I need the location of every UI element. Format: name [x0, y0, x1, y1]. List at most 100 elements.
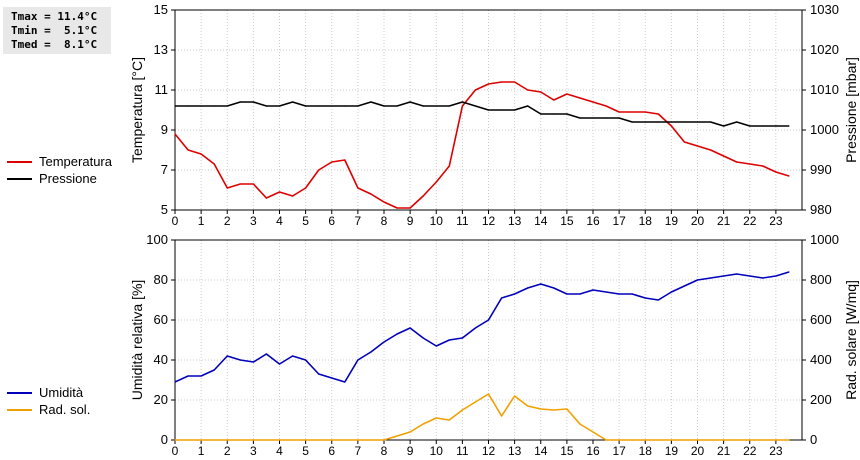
bottom-point-umidit-34 [618, 293, 620, 295]
bottom-point-umidit-13 [344, 381, 346, 383]
top-series-temperatura [174, 81, 790, 209]
bottom-point-rad-sol-36 [644, 439, 646, 441]
top-point-pressione-0 [174, 105, 176, 107]
bottom-point-umidit-22 [461, 337, 463, 339]
bottom-xtick-label-9: 9 [407, 444, 414, 458]
top-xtick-label-18: 18 [639, 214, 653, 228]
top-point-pressione-20 [435, 105, 437, 107]
bottom-point-umidit-44 [749, 275, 751, 277]
bottom-point-umidit-12 [331, 377, 333, 379]
top-point-pressione-45 [762, 125, 764, 127]
bottom-y2tick-label-400: 400 [810, 352, 832, 367]
top-point-temperatura-4 [226, 187, 228, 189]
bottom-point-rad-sol-1 [187, 439, 189, 441]
top-ytick-label-9: 9 [161, 122, 168, 137]
top-point-pressione-22 [461, 101, 463, 103]
top-point-temperatura-15 [370, 193, 372, 195]
bottom-point-rad-sol-11 [318, 439, 320, 441]
bottom-point-umidit-0 [174, 381, 176, 383]
top-point-temperatura-46 [775, 171, 777, 173]
top-point-temperatura-11 [318, 169, 320, 171]
top-xtick-label-22: 22 [743, 214, 757, 228]
bottom-ytick-label-100: 100 [146, 232, 168, 247]
legend-swatch-temperatura [7, 161, 32, 163]
top-point-pressione-34 [618, 117, 620, 119]
bottom-point-rad-sol-9 [291, 439, 294, 441]
top-point-temperatura-47 [788, 175, 790, 177]
top-point-temperatura-35 [631, 111, 633, 113]
top-point-temperatura-41 [709, 149, 712, 151]
top-point-pressione-14 [357, 105, 359, 107]
bottom-point-rad-sol-21 [448, 419, 450, 421]
bottom-point-umidit-45 [762, 277, 764, 279]
bottom-y2tick-label-200: 200 [810, 392, 832, 407]
top-point-temperatura-6 [252, 183, 254, 185]
bottom-point-umidit-24 [487, 319, 490, 321]
top-point-pressione-40 [696, 121, 699, 123]
bottom-point-umidit-38 [670, 291, 672, 293]
bottom-point-rad-sol-42 [723, 439, 725, 441]
top-point-temperatura-31 [579, 97, 581, 99]
top-point-temperatura-29 [553, 99, 555, 101]
top-point-pressione-7 [265, 105, 268, 107]
bottom-point-rad-sol-25 [500, 415, 503, 417]
top-point-temperatura-21 [448, 165, 450, 167]
bottom-point-rad-sol-30 [566, 408, 568, 410]
top-point-pressione-25 [500, 109, 503, 111]
bottom-point-umidit-27 [527, 287, 529, 289]
top-xtick-label-21: 21 [717, 214, 731, 228]
bottom-point-rad-sol-7 [265, 439, 268, 441]
top-point-temperatura-16 [383, 201, 385, 203]
top-point-pressione-10 [305, 105, 307, 107]
bottom-point-umidit-18 [409, 327, 411, 329]
legend-swatch-rad-sol [7, 409, 32, 411]
top-point-pressione-26 [514, 109, 516, 111]
top-point-pressione-8 [278, 105, 281, 107]
top-point-temperatura-24 [487, 83, 490, 85]
top-y2label: Pressione [mbar] [843, 57, 859, 163]
bottom-point-rad-sol-0 [174, 439, 176, 441]
top-ytick-label-5: 5 [161, 202, 168, 217]
bottom-xtick-label-15: 15 [560, 444, 574, 458]
top-y2tick-label-990: 990 [810, 162, 832, 177]
bottom-xtick-label-18: 18 [639, 444, 653, 458]
bottom-ytick-label-80: 80 [154, 272, 168, 287]
bottom-xtick-label-6: 6 [328, 444, 335, 458]
bottom-point-rad-sol-46 [775, 439, 777, 441]
bottom-point-rad-sol-13 [344, 439, 346, 441]
bottom-y2tick-label-800: 800 [810, 272, 832, 287]
top-y2tick-label-980: 980 [810, 202, 832, 217]
bottom-xtick-label-21: 21 [717, 444, 731, 458]
bottom-point-umidit-7 [265, 353, 268, 355]
top-xtick-label-23: 23 [769, 214, 783, 228]
top-point-pressione-1 [187, 105, 189, 107]
top-point-temperatura-44 [749, 163, 751, 165]
top-point-temperatura-30 [566, 93, 568, 95]
top-series-pressione [175, 101, 789, 127]
top-point-pressione-41 [709, 121, 712, 123]
top-point-pressione-46 [775, 125, 777, 127]
bottom-point-umidit-39 [683, 285, 686, 287]
bottom-point-umidit-8 [278, 363, 281, 365]
top-point-temperatura-37 [657, 113, 659, 115]
top-point-temperatura-18 [409, 207, 411, 209]
bottom-point-umidit-28 [540, 283, 542, 285]
top-point-pressione-15 [370, 101, 372, 103]
legend-label-rad-sol: Rad. sol. [39, 402, 91, 417]
top-xtick-label-16: 16 [586, 214, 600, 228]
top-xtick-label-4: 4 [276, 214, 283, 228]
top-point-pressione-6 [252, 101, 254, 103]
tmin-value: Tmin = 5.1°C [11, 24, 98, 37]
bottom-point-umidit-40 [696, 279, 699, 281]
bottom-point-rad-sol-23 [474, 401, 477, 403]
top-ytick-label-15: 15 [154, 2, 168, 17]
top-point-pressione-5 [239, 101, 241, 103]
bottom-point-rad-sol-47 [788, 439, 790, 441]
top-point-temperatura-36 [644, 111, 646, 113]
bottom-point-rad-sol-34 [618, 439, 620, 441]
top-y2tick-label-1030: 1030 [810, 2, 839, 17]
bottom-point-rad-sol-33 [605, 439, 607, 441]
bottom-point-umidit-26 [514, 293, 516, 295]
top-point-temperatura-13 [344, 159, 346, 161]
